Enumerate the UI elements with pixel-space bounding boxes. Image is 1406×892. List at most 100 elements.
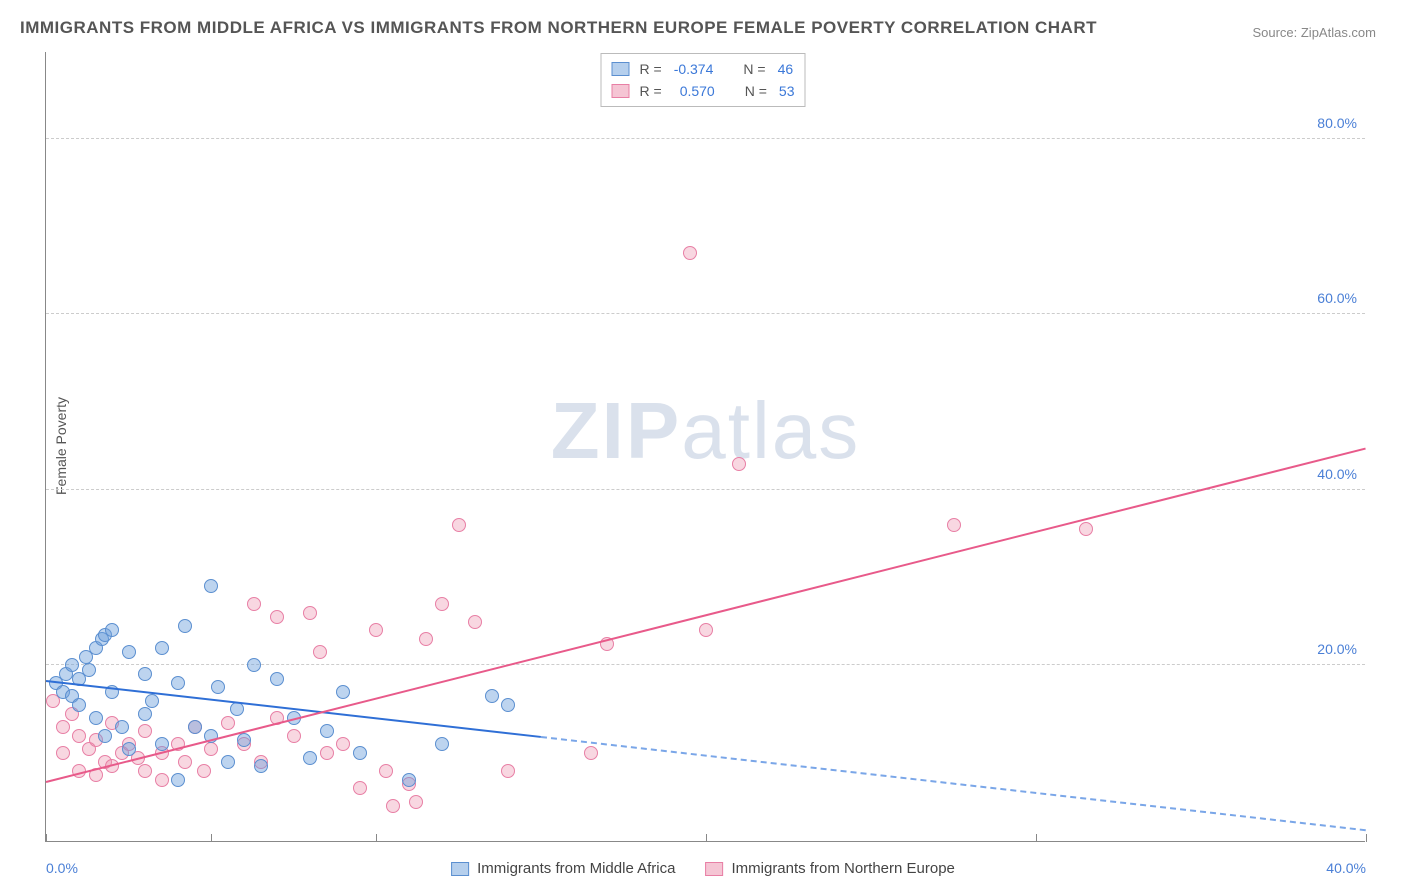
- source-site: ZipAtlas.com: [1301, 25, 1376, 40]
- data-point: [72, 729, 86, 743]
- data-point: [303, 606, 317, 620]
- data-point: [468, 615, 482, 629]
- x-tick-mark: [211, 834, 212, 842]
- data-point: [452, 518, 466, 532]
- data-point: [369, 623, 383, 637]
- chart-title: IMMIGRANTS FROM MIDDLE AFRICA VS IMMIGRA…: [20, 18, 1097, 38]
- gridline: [46, 138, 1365, 139]
- trend-line: [541, 736, 1366, 831]
- data-point: [138, 724, 152, 738]
- x-tick-mark: [46, 834, 47, 842]
- data-point: [237, 733, 251, 747]
- gridline: [46, 489, 1365, 490]
- data-point: [402, 773, 416, 787]
- source-prefix: Source:: [1252, 25, 1300, 40]
- data-point: [221, 716, 235, 730]
- legend-item-pink: Immigrants from Northern Europe: [705, 860, 954, 877]
- data-point: [947, 518, 961, 532]
- data-point: [221, 755, 235, 769]
- data-point: [699, 623, 713, 637]
- data-point: [683, 246, 697, 260]
- data-point: [188, 720, 202, 734]
- data-point: [485, 689, 499, 703]
- data-point: [320, 724, 334, 738]
- source-attribution: Source: ZipAtlas.com: [1252, 25, 1376, 40]
- data-point: [270, 610, 284, 624]
- n-label: N =: [745, 83, 767, 99]
- r-value-pink: 0.570: [680, 83, 715, 99]
- data-point: [379, 764, 393, 778]
- data-point: [115, 720, 129, 734]
- watermark: ZIPatlas: [551, 385, 860, 477]
- data-point: [386, 799, 400, 813]
- data-point: [353, 746, 367, 760]
- data-point: [247, 597, 261, 611]
- data-point: [72, 698, 86, 712]
- x-tick-mark: [1366, 834, 1367, 842]
- data-point: [501, 698, 515, 712]
- data-point: [1079, 522, 1093, 536]
- data-point: [178, 755, 192, 769]
- y-tick-label: 40.0%: [1317, 466, 1357, 482]
- swatch-blue: [612, 62, 630, 76]
- data-point: [435, 597, 449, 611]
- data-point: [89, 711, 103, 725]
- gridline: [46, 313, 1365, 314]
- r-label: R =: [640, 83, 662, 99]
- swatch-blue: [451, 862, 469, 876]
- data-point: [178, 619, 192, 633]
- watermark-bold: ZIP: [551, 386, 681, 475]
- data-point: [122, 645, 136, 659]
- data-point: [353, 781, 367, 795]
- x-tick-mark: [706, 834, 707, 842]
- data-point: [204, 742, 218, 756]
- swatch-pink: [705, 862, 723, 876]
- data-point: [65, 658, 79, 672]
- data-point: [254, 759, 268, 773]
- data-point: [171, 773, 185, 787]
- data-point: [336, 685, 350, 699]
- y-tick-label: 20.0%: [1317, 641, 1357, 657]
- data-point: [287, 729, 301, 743]
- data-point: [105, 623, 119, 637]
- n-value-blue: 46: [778, 61, 794, 77]
- data-point: [56, 720, 70, 734]
- data-point: [98, 729, 112, 743]
- y-tick-label: 60.0%: [1317, 290, 1357, 306]
- legend-label-blue: Immigrants from Middle Africa: [477, 860, 675, 877]
- x-tick-label: 0.0%: [46, 860, 78, 876]
- data-point: [155, 773, 169, 787]
- y-tick-label: 80.0%: [1317, 115, 1357, 131]
- legend-item-blue: Immigrants from Middle Africa: [451, 860, 675, 877]
- swatch-pink: [612, 84, 630, 98]
- data-point: [171, 676, 185, 690]
- data-point: [270, 672, 284, 686]
- x-tick-mark: [376, 834, 377, 842]
- r-value-blue: -0.374: [674, 61, 714, 77]
- trend-line: [46, 447, 1366, 782]
- data-point: [247, 658, 261, 672]
- data-point: [230, 702, 244, 716]
- n-label: N =: [743, 61, 765, 77]
- x-tick-mark: [1036, 834, 1037, 842]
- data-point: [419, 632, 433, 646]
- legend-row-pink: R = 0.570 N = 53: [612, 80, 795, 102]
- legend-label-pink: Immigrants from Northern Europe: [731, 860, 954, 877]
- data-point: [303, 751, 317, 765]
- data-point: [138, 764, 152, 778]
- data-point: [155, 641, 169, 655]
- correlation-legend: R = -0.374 N = 46 R = 0.570 N = 53: [601, 53, 806, 107]
- series-legend: Immigrants from Middle Africa Immigrants…: [451, 860, 955, 877]
- gridline: [46, 664, 1365, 665]
- x-tick-label: 40.0%: [1326, 860, 1366, 876]
- data-point: [409, 795, 423, 809]
- data-point: [435, 737, 449, 751]
- data-point: [320, 746, 334, 760]
- data-point: [197, 764, 211, 778]
- legend-row-blue: R = -0.374 N = 46: [612, 58, 795, 80]
- data-point: [501, 764, 515, 778]
- data-point: [336, 737, 350, 751]
- data-point: [732, 457, 746, 471]
- r-label: R =: [640, 61, 662, 77]
- n-value-pink: 53: [779, 83, 795, 99]
